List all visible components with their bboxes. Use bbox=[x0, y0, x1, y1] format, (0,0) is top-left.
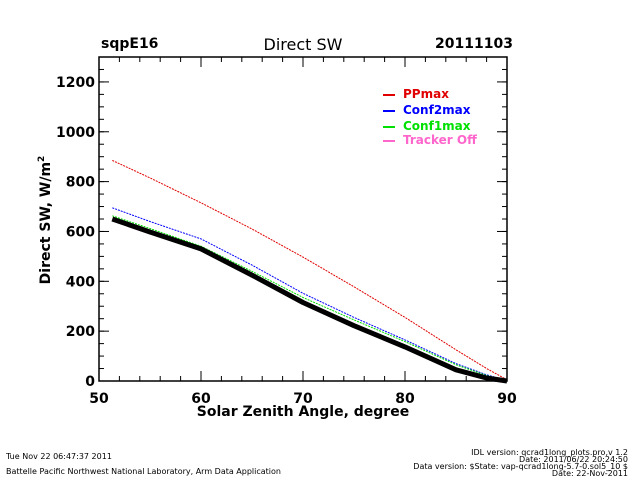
idl-date: Date: 2011/06/22 20:24:50 bbox=[519, 455, 628, 464]
data-version: Data version: $State: vap-qcrad1long-5.7… bbox=[413, 462, 628, 471]
y-tick-label: 800 bbox=[66, 175, 95, 191]
x-axis-label: Solar Zenith Angle, degree bbox=[197, 404, 409, 420]
legend-item-tracker-off: Tracker Off bbox=[383, 133, 477, 147]
y-axis-label: Direct SW, W/m2 bbox=[37, 156, 54, 285]
x-tick-label: 80 bbox=[395, 391, 415, 407]
legend-swatch bbox=[383, 125, 395, 128]
series-line-ppmax bbox=[112, 159, 508, 381]
organization: Battelle Pacific Northwest National Labo… bbox=[6, 467, 281, 476]
legend-swatch bbox=[383, 139, 395, 142]
timestamp: Tue Nov 22 06:47:37 2011 bbox=[6, 452, 112, 461]
y-tick-label: 400 bbox=[66, 274, 95, 290]
legend-label: Tracker Off bbox=[403, 133, 477, 147]
x-tick-label: 70 bbox=[293, 391, 313, 407]
legend-label: Conf1max bbox=[403, 119, 471, 133]
y-tick-label: 1200 bbox=[56, 75, 95, 91]
x-tick-label: 90 bbox=[497, 391, 517, 407]
x-tick-label: 50 bbox=[89, 391, 109, 407]
legend-item-conf2max: Conf2max bbox=[383, 103, 471, 117]
data-date: Date: 22-Nov-2011 bbox=[551, 469, 628, 478]
legend-item-conf1max: Conf1max bbox=[383, 119, 471, 133]
y-tick-label: 600 bbox=[66, 224, 95, 240]
series-line-measured bbox=[111, 216, 508, 384]
legend-item-ppmax: PPmax bbox=[383, 87, 449, 101]
legend-label: Conf2max bbox=[403, 103, 471, 117]
series-line-conf2max bbox=[112, 207, 508, 381]
x-tick-label: 60 bbox=[191, 391, 211, 407]
chart-title: Direct SW bbox=[263, 35, 343, 54]
legend-swatch bbox=[383, 93, 395, 96]
legend-label: PPmax bbox=[403, 87, 449, 101]
site-label: sqpE16 bbox=[101, 36, 159, 52]
idl-version: IDL version: qcrad1long_plots.pro,v 1.2 bbox=[471, 448, 628, 457]
y-tick-label: 1000 bbox=[56, 125, 95, 141]
legend-swatch bbox=[383, 109, 395, 112]
y-tick-label: 0 bbox=[85, 374, 95, 390]
date-label: 20111103 bbox=[435, 36, 513, 52]
y-tick-label: 200 bbox=[66, 324, 95, 340]
series-line-conf1max bbox=[112, 215, 508, 381]
plot-frame bbox=[98, 56, 508, 382]
